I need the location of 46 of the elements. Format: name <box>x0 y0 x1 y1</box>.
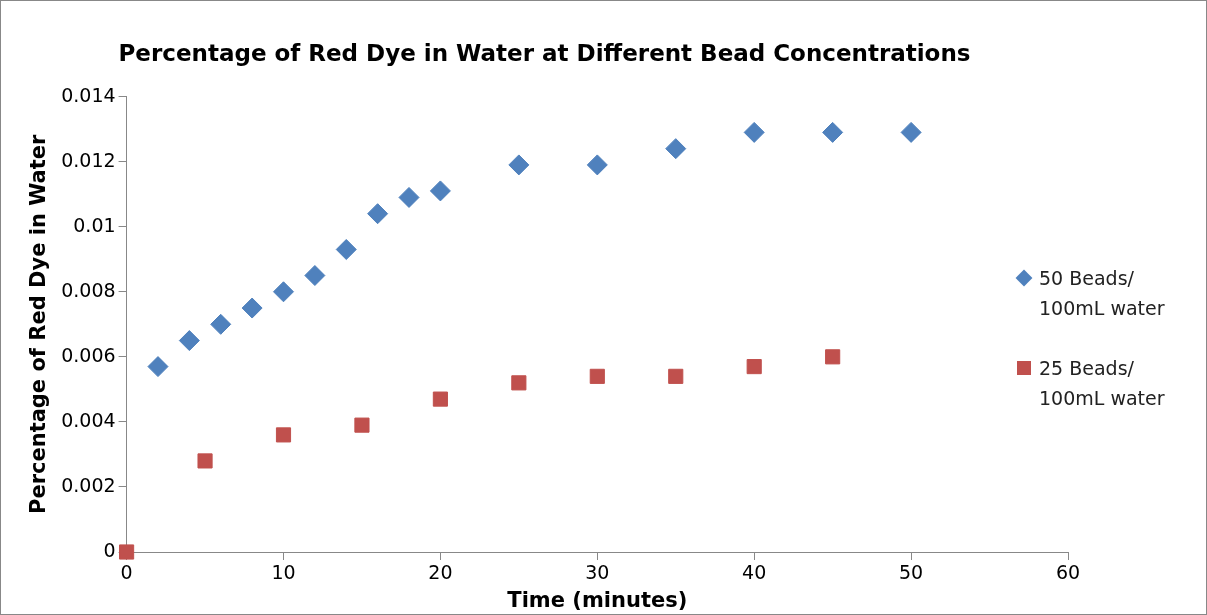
x-tick-label: 50 <box>899 561 924 584</box>
point <box>272 281 294 303</box>
point <box>210 313 232 335</box>
point <box>354 417 370 433</box>
point <box>825 349 841 365</box>
point <box>665 138 687 160</box>
point <box>147 356 169 378</box>
x-tick-label: 30 <box>585 561 610 584</box>
point <box>508 154 530 176</box>
point <box>432 391 448 407</box>
point <box>668 368 684 384</box>
point <box>119 544 135 560</box>
point <box>197 453 213 469</box>
y-tick-label: 0.004 <box>61 408 116 431</box>
point <box>429 180 451 202</box>
point <box>743 121 765 143</box>
y-tick-label: 0.008 <box>61 278 116 301</box>
chart-title: Percentage of Red Dye in Water at Different Bead Concentrations <box>118 39 971 66</box>
point <box>335 238 357 260</box>
legend-label: 25 Beads/ 100mL water <box>1039 356 1166 411</box>
point <box>275 427 292 443</box>
point <box>367 203 389 225</box>
y-axis-title: Percentage of Red Dye in Water <box>26 133 51 515</box>
y-tick-label: 0.006 <box>61 343 116 366</box>
x-tick-label: 10 <box>271 561 296 584</box>
x-tick-label: 40 <box>742 561 767 584</box>
legend-label: 50 Beads/ 100mL water <box>1039 266 1166 321</box>
x-tick-label: 60 <box>1055 561 1081 584</box>
point <box>178 330 200 352</box>
x-axis-title: Time (minutes) <box>507 587 688 612</box>
point <box>822 121 844 143</box>
y-tick-label: 0.012 <box>61 148 116 171</box>
y-tick-label: 0.002 <box>61 473 116 496</box>
y-tick-label: 0.01 <box>73 213 116 236</box>
point <box>589 368 605 384</box>
point <box>746 359 762 375</box>
x-tick-label: 0 <box>120 561 133 584</box>
point <box>586 154 608 176</box>
point <box>900 121 922 143</box>
point <box>241 297 263 319</box>
point <box>398 186 420 208</box>
point <box>304 265 326 287</box>
y-tick-label: 0 <box>103 538 116 561</box>
point <box>511 375 527 391</box>
y-tick-label: 0.014 <box>61 83 116 106</box>
x-tick-label: 20 <box>428 561 453 584</box>
